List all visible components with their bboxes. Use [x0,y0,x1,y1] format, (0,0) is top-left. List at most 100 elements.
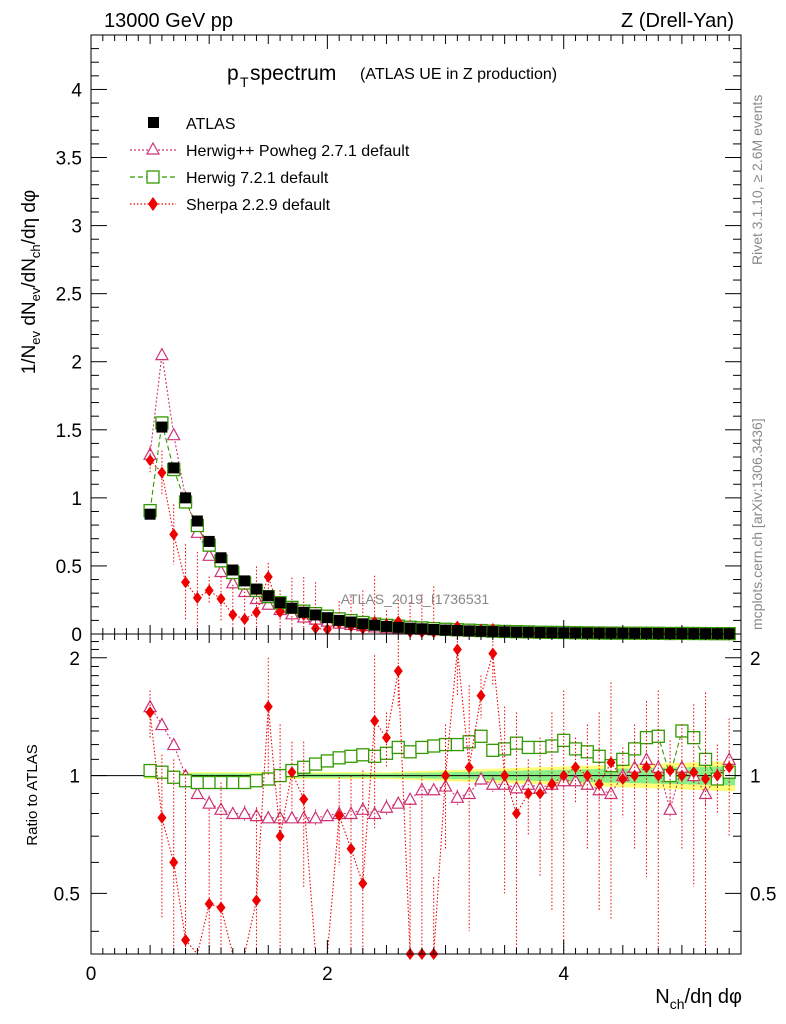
sherpa-point-ratio [665,764,675,777]
y-tick-label-top: 3 [71,217,82,238]
y-tick-label-bottom-right: 1 [750,767,761,788]
y-tick-label-bottom: 1 [69,767,80,788]
herwigpp-point-ratio [403,791,418,805]
x-tick-label: 4 [558,964,569,985]
sherpa-point-ratio [488,647,498,660]
legend-label-sherpa: Sherpa 2.2.9 default [186,197,331,214]
series-layer [143,347,737,960]
herwig7-point-ratio [415,740,429,755]
sherpa-point-ratio [251,894,261,907]
sherpa-point-ratio [511,807,521,820]
herwigpp-point-ratio [450,790,465,803]
herwig7-point-ratio [143,763,157,778]
herwigpp-point-ratio [414,782,429,796]
sherpa-point-top [263,570,273,583]
herwig7-point-ratio [474,729,488,743]
sherpa-point-ratio [370,714,380,727]
y-tick-label-top: 1.5 [56,421,82,442]
sherpa-point-top [251,606,261,619]
herwig7-point-ratio [332,751,346,765]
title-p: p [227,62,239,85]
herwig7-point-ratio [190,775,205,790]
y-tick-label-bottom-right: 0.5 [750,884,776,905]
herwigpp-point-top [166,427,181,441]
atlas-point-top [286,602,298,614]
sherpa-point-ratio [346,842,356,855]
atlas-point-top [321,612,333,624]
herwigpp-point-ratio [603,786,619,800]
atlas-point-top [144,508,156,520]
herwigpp-point-ratio [154,717,169,731]
process-label: Z (Drell-Yan) [621,10,734,32]
herwig7-point-ratio [521,740,535,755]
herwigpp-point-top [202,548,217,561]
herwigpp-point-ratio [320,808,335,822]
sherpa-point-ratio [204,897,214,910]
atlas-point-top [298,606,310,618]
sherpa-point-ratio [653,769,663,782]
atlas-point-top [369,619,381,631]
y-tick-label-top: 1 [71,489,82,510]
legend-entry-herwig7: Herwig 7.2.1 default [130,170,329,187]
herwig7-point-ratio [237,775,252,790]
bottom-panel-frame [90,633,742,955]
x-tick-label: 2 [322,964,333,985]
sherpa-point-ratio [145,706,155,719]
sherpa-line-ratio [149,649,730,956]
sherpa-point-ratio [724,761,734,774]
sherpa-point-ratio [606,756,616,769]
sherpa-point-ratio [500,769,510,782]
y-tick-label-top: 0.5 [56,557,82,578]
legend: ATLAS Herwig++ Powheg 2.7.1 default Herw… [130,116,410,214]
herwigpp-point-ratio [284,810,299,824]
herwig7-point-ratio [391,740,405,755]
herwig7-point-ratio [438,737,453,752]
triangle-icon [145,141,161,155]
analysis-watermark: ATLAS_2019_I1736531 [341,591,490,607]
herwig7-point-ratio [356,748,370,762]
herwigpp-point-ratio [237,806,252,820]
energy-label: 13000 GeV pp [104,10,233,32]
herwig7-point-ratio [509,736,524,750]
sherpa-point-ratio [381,731,391,744]
herwig7-point-ratio [403,745,417,759]
sherpa-point-ratio [618,772,628,785]
atlas-point-top [191,515,203,527]
atlas-point-top [227,564,239,576]
atlas-point-top [392,621,404,633]
herwig7-point-ratio [450,737,465,752]
atlas-point-top [156,421,168,433]
herwigpp-point-ratio [473,771,489,785]
sherpa-point-ratio [441,769,451,782]
square-icon [146,170,160,184]
sherpa-point-ratio [559,769,569,782]
herwigpp-point-ratio [190,786,205,800]
sherpa-point-ratio [476,689,486,702]
sherpa-point-ratio [712,769,722,782]
sherpa-point-ratio [169,856,179,869]
sherpa-point-top [145,454,155,467]
legend-entry-herwigpp: Herwig++ Powheg 2.7.1 default [130,141,410,160]
herwigpp-point-ratio [166,737,181,751]
herwigpp-point-ratio [343,806,359,820]
x-tick-label: 0 [86,964,97,985]
rivet-info: Rivet 3.1.10, ≥ 2.6M events [749,95,765,265]
herwig7-point-ratio [344,749,358,763]
atlas-point-top [168,462,180,474]
atlas-point-top [262,590,274,602]
mcplots-info: mcplots.cern.ch [arXiv:1306.3436] [749,418,765,630]
herwigpp-point-top [225,575,240,589]
herwigpp-point-ratio [485,777,500,790]
legend-label-herwig7: Herwig 7.2.1 default [186,170,329,187]
herwigpp-point-ratio [296,810,311,824]
herwigpp-point-ratio [426,782,441,796]
herwigpp-point-ratio [261,810,276,824]
herwig7-point-ratio [379,746,394,760]
atlas-point-top [310,609,322,621]
sherpa-point-ratio [464,761,474,774]
sherpa-point-top [275,606,285,619]
sherpa-point-ratio [535,787,545,800]
sherpa-point-ratio [181,934,191,947]
atlas-point-top [215,552,227,564]
